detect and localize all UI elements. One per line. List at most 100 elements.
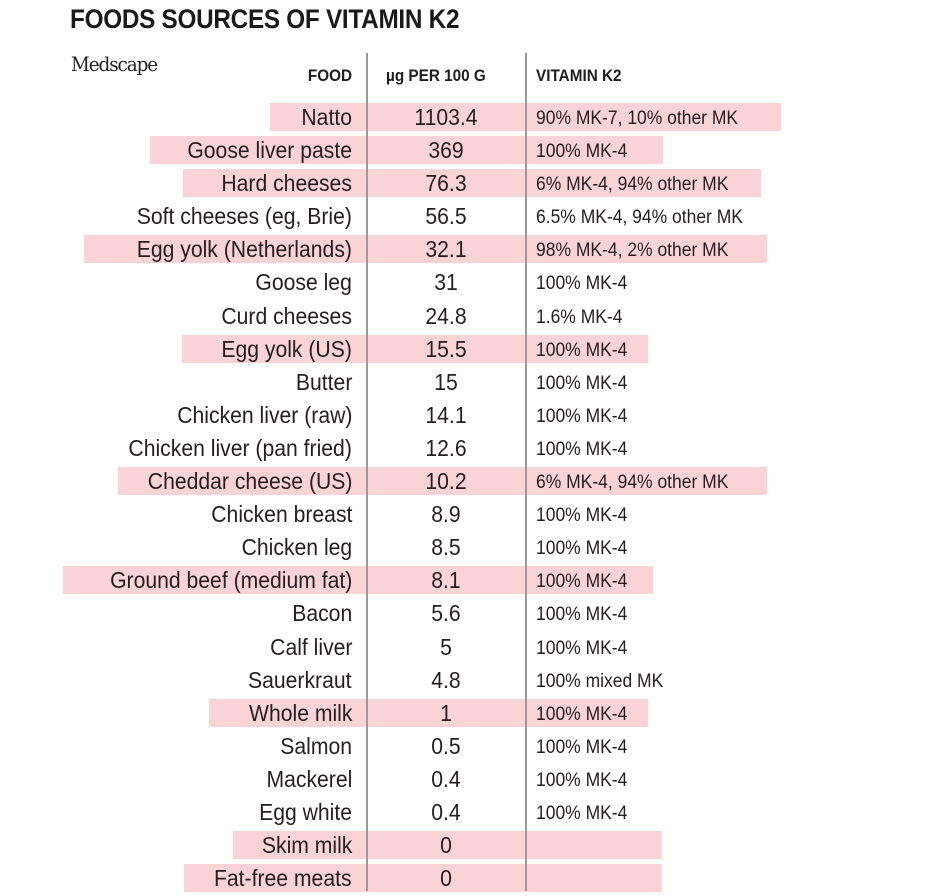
amount-cell: 12.6: [425, 434, 467, 461]
food-name-cell: Hard cheeses: [221, 170, 352, 197]
table-row: Natto 1103.4 90% MK-7, 10% other MK: [0, 102, 932, 135]
table-row: Butter 15 100% MK-4: [0, 367, 932, 400]
amount-cell: 1: [440, 699, 452, 726]
vitamin-k2-cell: 100% MK-4: [536, 637, 628, 659]
table-row: Whole milk 1 100% MK-4: [0, 698, 932, 731]
table-row: Egg yolk (Netherlands) 32.1 98% MK-4, 2% o…: [0, 234, 932, 267]
amount-cell: 0.5: [431, 732, 461, 759]
vitamin-k2-cell: 100% MK-4: [536, 604, 628, 626]
table-row: Bacon 5.6 100% MK-4: [0, 598, 932, 631]
amount-cell: 24.8: [425, 302, 467, 329]
food-name-cell: Calf liver: [269, 633, 352, 660]
vitamin-k2-cell: 100% MK-4: [536, 405, 628, 427]
food-name-cell: Cheddar cheese (US): [147, 468, 352, 495]
amount-cell: 15: [434, 368, 458, 395]
food-name-cell: Butter: [295, 368, 352, 395]
vitamin-k2-cell: 100% MK-4: [536, 802, 628, 824]
amount-cell: 0.4: [431, 798, 461, 825]
row-highlight: [63, 566, 653, 595]
amount-cell: 5.6: [431, 600, 461, 627]
table-row: Chicken leg 8.5 100% MK-4: [0, 532, 932, 565]
column-header-vitamin-k2: VITAMIN K2: [536, 66, 622, 85]
food-name-cell: Egg yolk (Netherlands): [136, 236, 352, 263]
amount-cell: 5: [440, 633, 452, 660]
food-name-cell: Salmon: [280, 732, 352, 759]
amount-cell: 8.1: [431, 567, 461, 594]
table-row: Chicken liver (pan fried) 12.6 100% MK-4: [0, 433, 932, 466]
table-row: Chicken breast 8.9 100% MK-4: [0, 499, 932, 532]
table-row: Calf liver 5 100% MK-4: [0, 632, 932, 665]
table-row: Ground beef (medium fat) 8.1 100% MK-4: [0, 565, 932, 598]
food-name-cell: Goose liver paste: [187, 137, 352, 164]
food-name-cell: Chicken breast: [210, 501, 352, 528]
food-name-cell: Chicken liver (pan fried): [128, 434, 352, 461]
row-highlight: [84, 235, 767, 264]
amount-cell: 4.8: [431, 666, 461, 693]
table-row: Cheddar cheese (US) 10.2 6% MK-4, 94% othe…: [0, 466, 932, 499]
vitamin-k2-cell: 90% MK-7, 10% other MK: [536, 108, 739, 129]
vitamin-k2-cell: 100% MK-4: [536, 769, 628, 791]
vitamin-k2-cell: 100% MK-4: [536, 339, 628, 361]
vitamin-k2-cell: 100% MK-4: [536, 141, 628, 163]
table-row: Egg yolk (US) 15.5 100% MK-4: [0, 334, 932, 367]
table-row: Fat-free meats 0: [0, 863, 932, 896]
column-divider: [366, 53, 368, 891]
vitamin-k2-cell: 100% MK-4: [536, 438, 628, 460]
table-row: Goose liver paste 369 100% MK-4: [0, 135, 932, 168]
food-name-cell: Sauerkraut: [248, 666, 352, 693]
vitamin-k2-cell: 100% MK-4: [536, 703, 628, 725]
table-row: Egg white 0.4 100% MK-4: [0, 797, 932, 830]
vitamin-k2-cell: 100% MK-4: [536, 538, 628, 560]
table-row: Hard cheeses 76.3 6% MK-4, 94% other MK: [0, 168, 932, 201]
food-name-cell: Bacon: [291, 600, 352, 627]
food-name-cell: Egg yolk (US): [221, 335, 352, 362]
table-row: Salmon 0.5 100% MK-4: [0, 731, 932, 764]
food-name-cell: Goose leg: [255, 269, 352, 296]
food-name-cell: Fat-free meats: [214, 865, 352, 892]
column-divider: [525, 53, 527, 891]
table-row: Skim milk 0: [0, 830, 932, 863]
food-name-cell: Chicken leg: [241, 534, 352, 561]
food-name-cell: Chicken liver (raw): [176, 401, 352, 428]
amount-cell: 31: [434, 269, 458, 296]
row-highlight: [184, 864, 662, 893]
table-row: Goose leg 31 100% MK-4: [0, 267, 932, 300]
table-row: Sauerkraut 4.8 100% mixed MK: [0, 665, 932, 698]
row-highlight: [233, 831, 662, 860]
amount-cell: 0: [440, 832, 452, 859]
food-name-cell: Skim milk: [261, 832, 352, 859]
amount-cell: 32.1: [425, 236, 467, 263]
food-name-cell: Curd cheeses: [221, 302, 352, 329]
amount-cell: 8.9: [431, 501, 461, 528]
vitamin-k2-cell: 98% MK-4, 2% other MK: [536, 240, 729, 262]
table-row: Mackerel 0.4 100% MK-4: [0, 764, 932, 797]
row-highlight: [182, 334, 648, 363]
vitamin-k2-cell: 100% MK-4: [536, 736, 628, 758]
vitamin-k2-table: Natto 1103.4 90% MK-7, 10% other MK Goose l…: [0, 102, 932, 896]
amount-cell: 0: [440, 865, 452, 892]
food-name-cell: Soft cheeses (eg, Brie): [136, 203, 352, 230]
table-row: Chicken liver (raw) 14.1 100% MK-4: [0, 400, 932, 433]
vitamin-k2-cell: 100% mixed MK: [536, 670, 664, 692]
amount-cell: 0.4: [431, 765, 461, 792]
vitamin-k2-cell: 6% MK-4, 94% other MK: [536, 472, 729, 494]
vitamin-k2-cell: 6% MK-4, 94% other MK: [536, 174, 729, 196]
food-name-cell: Mackerel: [266, 765, 352, 792]
page-title: FOODS SOURCES OF VITAMIN K2: [70, 4, 460, 34]
vitamin-k2-cell: 100% MK-4: [536, 372, 628, 394]
amount-cell: 1103.4: [414, 104, 478, 130]
vitamin-k2-cell: 100% MK-4: [536, 571, 628, 593]
food-name-cell: Natto: [301, 104, 352, 130]
food-name-cell: Ground beef (medium fat): [109, 567, 352, 594]
row-highlight: [118, 467, 767, 496]
row-highlight: [183, 169, 761, 198]
food-name-cell: Egg white: [259, 798, 352, 825]
vitamin-k2-cell: 100% MK-4: [536, 273, 628, 295]
medscape-logo: Medscape: [71, 52, 158, 76]
column-header-food: FOOD: [307, 66, 352, 85]
row-highlight: [209, 698, 648, 727]
vitamin-k2-cell: 6.5% MK-4, 94% other MK: [536, 207, 743, 229]
table-row: Curd cheeses 24.8 1.6% MK-4: [0, 301, 932, 334]
row-highlight: [150, 136, 663, 165]
amount-cell: 14.1: [425, 401, 467, 428]
